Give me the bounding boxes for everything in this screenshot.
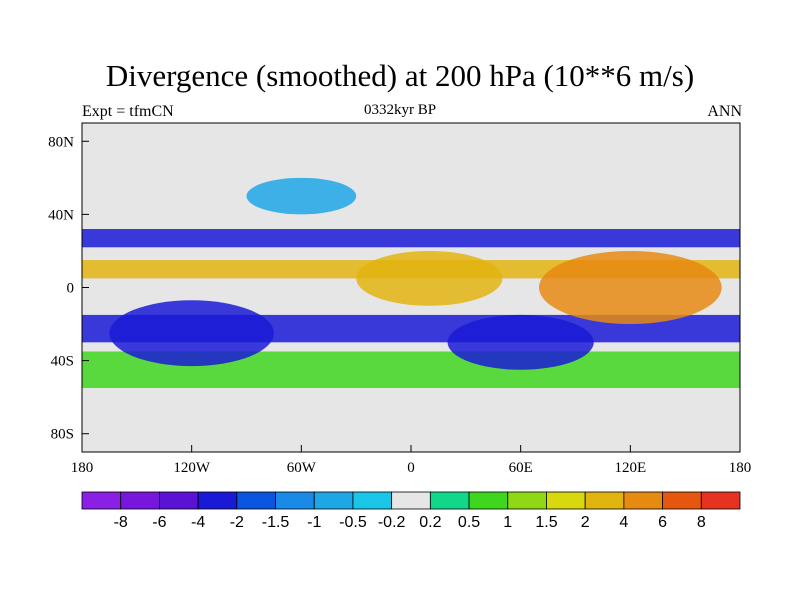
colorbar-label: -4 [191, 514, 205, 531]
colorbar-label: 6 [658, 514, 667, 531]
field-blob-3 [447, 314, 594, 370]
time-label: 0332kyr BP [363, 102, 437, 118]
colorbar-label: 4 [619, 514, 628, 531]
field-blob-1 [538, 250, 722, 325]
x-tick-label: 60E [509, 460, 533, 476]
field-blob-0 [356, 250, 503, 306]
y-tick-label: 40S [51, 354, 74, 370]
colorbar-box [391, 491, 431, 510]
colorbar-label: -0.2 [378, 514, 406, 531]
colorbar-box [700, 491, 741, 510]
axis-ticks: 80N 40N 0 40S 80S 180 120W 60W 0 60E 120E 180 [48, 134, 751, 476]
y-tick-label: 0 [67, 281, 75, 297]
colorbar-box [81, 491, 122, 510]
colorbar-box [468, 491, 509, 510]
colorbar: -8 -6 -4 -2 -1.5 -1 -0.5 -0.2 0.2 0.5 1 1.5 2 4 6 8 [81, 491, 741, 531]
map-title: Divergence (smoothed) at 200 hPa (10**6 … [105, 58, 695, 93]
colorbar-box [313, 491, 354, 510]
field-blob-2 [109, 300, 274, 367]
experiment-label: Expt = tfmCN [82, 103, 174, 120]
colorbar-box [197, 491, 238, 510]
colorbar-label: -1 [307, 514, 321, 531]
colorbar-box [120, 491, 160, 510]
field-band-0 [82, 229, 740, 248]
season-label: ANN [707, 103, 742, 120]
colorbar-label: 2 [581, 514, 590, 531]
x-tick-label: 180 [729, 460, 752, 476]
colorbar-label: -1.5 [262, 514, 290, 531]
y-tick-label: 80S [51, 427, 74, 443]
colorbar-label: -8 [114, 514, 128, 531]
x-tick-label: 120E [614, 460, 646, 476]
colorbar-label: 0.2 [419, 514, 441, 531]
colorbar-label: 1 [503, 514, 512, 531]
x-tick-label: 180 [71, 460, 94, 476]
x-tick-label: 0 [407, 460, 415, 476]
colorbar-box [159, 491, 199, 510]
colorbar-label: -2 [230, 514, 244, 531]
colorbar-label: 8 [697, 514, 706, 531]
colorbar-box [507, 491, 547, 510]
colorbar-box [623, 491, 663, 510]
colorbar-label: -6 [152, 514, 166, 531]
colorbar-label: 0.5 [458, 514, 480, 531]
y-tick-label: 40N [48, 207, 74, 223]
colorbar-box [236, 491, 276, 510]
colorbar-box [275, 491, 315, 510]
colorbar-box [662, 491, 702, 510]
x-tick-label: 120W [173, 460, 211, 476]
divergence-field [82, 123, 740, 452]
colorbar-label: 1.5 [535, 514, 557, 531]
colorbar-box [429, 491, 470, 510]
colorbar-box [584, 491, 625, 510]
colorbar-box [546, 491, 586, 510]
colorbar-box [352, 491, 393, 510]
colorbar-label: -0.5 [339, 514, 367, 531]
y-tick-label: 80N [48, 134, 74, 150]
x-tick-label: 60W [287, 460, 317, 476]
field-blob-4 [246, 177, 357, 215]
